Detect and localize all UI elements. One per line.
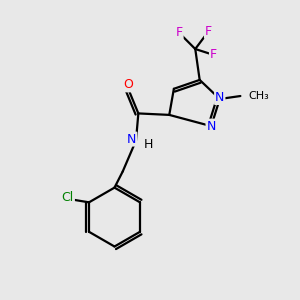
Text: N: N [215, 91, 224, 104]
Text: CH₃: CH₃ [249, 91, 269, 101]
Text: H: H [144, 137, 153, 151]
Text: F: F [210, 48, 217, 62]
Text: F: F [205, 25, 212, 38]
Text: Cl: Cl [62, 191, 74, 204]
Text: N: N [206, 120, 216, 133]
Text: F: F [176, 26, 183, 39]
Text: O: O [123, 78, 133, 92]
Text: N: N [127, 133, 136, 146]
